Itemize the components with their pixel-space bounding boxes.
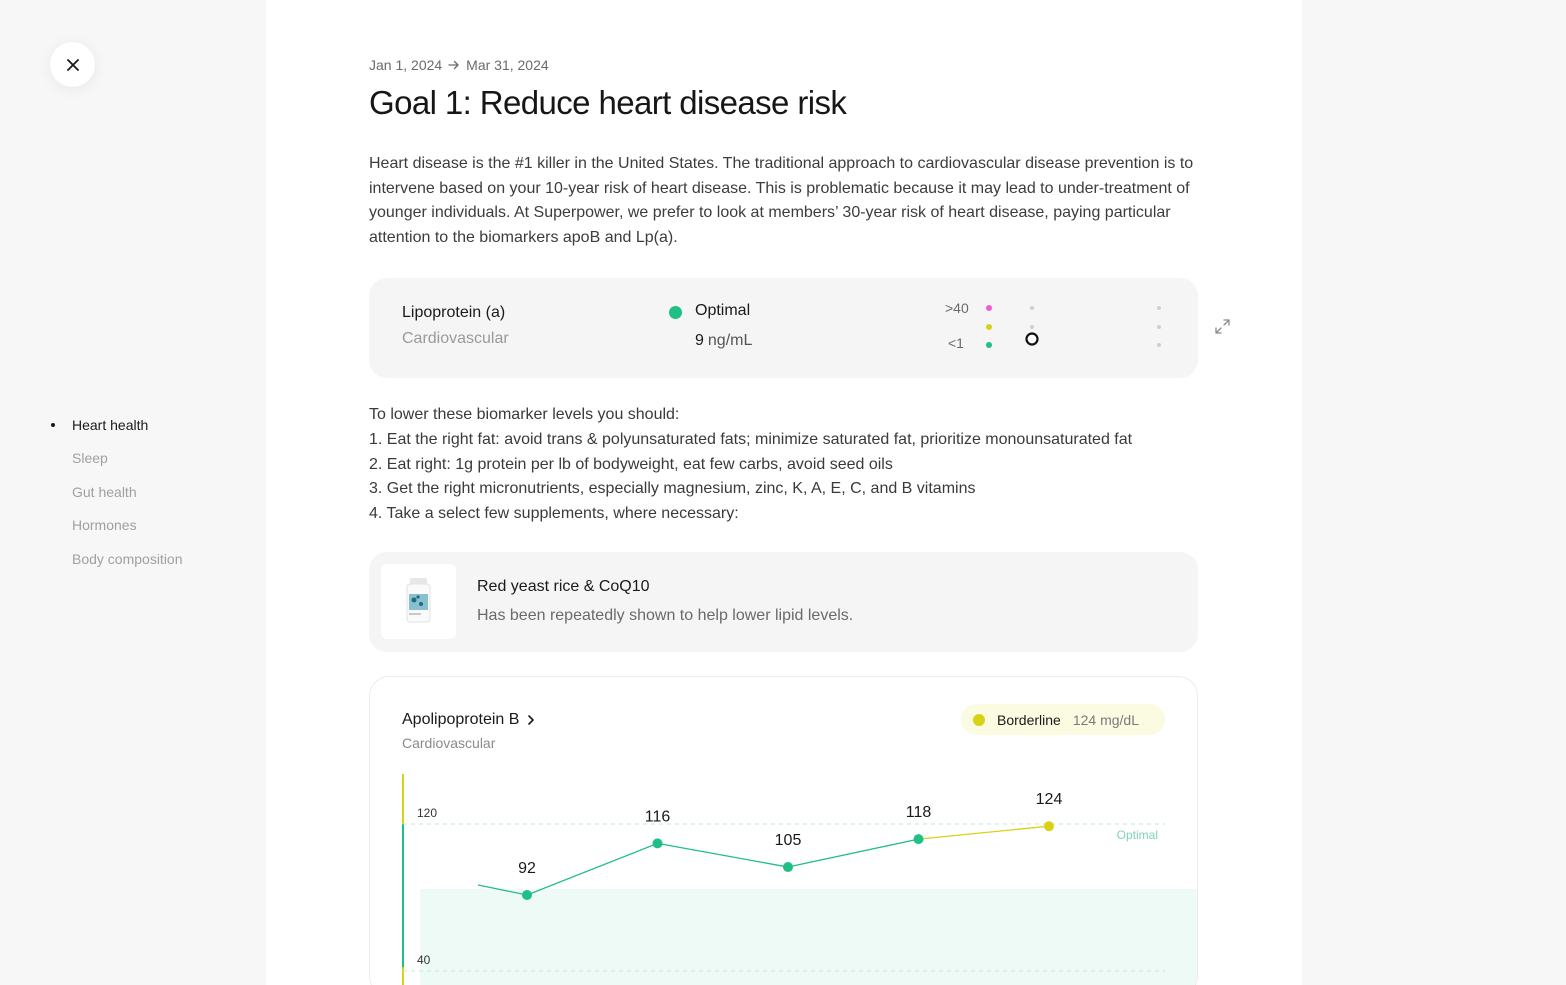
range-mini-chart xyxy=(986,305,1161,348)
series-line-segment xyxy=(787,838,919,868)
supplement-card[interactable]: Red yeast rice & CoQ10 Has been repeated… xyxy=(369,552,1198,652)
biomarker-value: 9 ng/mL xyxy=(695,332,752,350)
biomarker-category: Cardiovascular xyxy=(402,330,509,347)
series-line-segment xyxy=(918,825,1050,840)
range-high-label: >40 xyxy=(945,300,969,316)
nav-item-gut-health[interactable]: Gut health xyxy=(50,475,183,509)
nav-item-hormones[interactable]: Hormones xyxy=(50,509,183,543)
data-point xyxy=(913,834,924,845)
range-low-label: <1 xyxy=(948,335,964,351)
nav-item-heart-health[interactable]: Heart health xyxy=(50,408,183,442)
data-point xyxy=(652,838,663,849)
expand-icon[interactable] xyxy=(1214,318,1231,335)
data-label: 92 xyxy=(518,860,536,877)
date-start: Jan 1, 2024 xyxy=(369,57,443,73)
series-line-segment xyxy=(657,842,789,868)
y-tick-label-lower: 40 xyxy=(417,953,431,967)
goal-panel: Jan 1, 2024 Mar 31, 2024 Goal 1: Reduce … xyxy=(266,0,1302,985)
range-dot-high xyxy=(986,305,992,311)
recommendation-intro: To lower these biomarker levels you shou… xyxy=(369,406,680,423)
status-dot xyxy=(669,306,682,319)
nav-item-sleep[interactable]: Sleep xyxy=(50,442,183,476)
section-nav: Heart health Sleep Gut health Hormones B… xyxy=(50,408,183,576)
date-range: Jan 1, 2024 Mar 31, 2024 xyxy=(369,57,549,73)
supplement-description: Has been repeatedly shown to help lower … xyxy=(477,607,854,624)
active-indicator xyxy=(51,422,55,427)
range-dot-mid xyxy=(986,324,992,330)
date-end: Mar 31, 2024 xyxy=(466,57,549,73)
data-point xyxy=(783,862,793,873)
series-line-segment xyxy=(526,842,658,896)
recommendation-item: 2. Eat right: 1g protein per lb of bodyw… xyxy=(369,455,893,473)
status-badge: Borderline 124 mg/dL xyxy=(961,704,1165,735)
apob-category: Cardiovascular xyxy=(402,735,496,751)
biomarker-chart-card-apob: Apolipoprotein B Cardiovascular Borderli… xyxy=(369,676,1198,985)
recommendation-item: 1. Eat the right fat: avoid trans & poly… xyxy=(369,430,1133,448)
recommendation-item: 4. Take a select few supplements, where … xyxy=(369,505,739,523)
status-dot xyxy=(973,713,985,726)
range-dot-low xyxy=(986,342,992,348)
optimal-zone-label: Optimal xyxy=(1117,828,1158,842)
supplement-bottle-icon xyxy=(406,578,431,623)
data-label: 116 xyxy=(645,808,671,825)
recommendation-list: To lower these biomarker levels you shou… xyxy=(369,403,1209,527)
nav-item-label: Sleep xyxy=(72,450,108,467)
data-label: 105 xyxy=(775,832,802,849)
chevron-right-icon xyxy=(528,715,535,725)
recommendation-item: 3. Get the right micronutrients, especia… xyxy=(369,480,976,498)
nav-item-body-composition[interactable]: Body composition xyxy=(50,542,183,576)
close-button[interactable] xyxy=(50,42,95,87)
data-label: 118 xyxy=(906,804,932,821)
nav-item-label: Gut health xyxy=(72,483,137,500)
biomarker-card-lipoprotein-a[interactable]: Lipoprotein (a) Cardiovascular Optimal 9… xyxy=(369,278,1198,378)
biomarker-name: Lipoprotein (a) xyxy=(402,304,506,321)
status-label: Borderline xyxy=(997,711,1061,728)
nav-item-label: Hormones xyxy=(72,517,137,534)
supplement-image xyxy=(381,564,456,639)
value-number: 9 xyxy=(695,332,704,349)
y-tick-label-upper: 120 xyxy=(417,806,437,820)
status-value: 124 mg/dL xyxy=(1072,711,1139,728)
data-label: 124 xyxy=(1036,791,1063,808)
nav-item-label: Heart health xyxy=(72,416,149,433)
nav-item-label: Body composition xyxy=(72,550,183,567)
data-point xyxy=(1044,821,1054,832)
optimal-zone xyxy=(420,889,1197,985)
apob-title-link[interactable]: Apolipoprotein B xyxy=(402,711,535,729)
current-value-marker xyxy=(1025,332,1039,346)
supplement-name: Red yeast rice & CoQ10 xyxy=(477,578,650,595)
value-unit: ng/mL xyxy=(707,332,753,349)
biomarker-status: Optimal xyxy=(695,302,751,319)
apob-name: Apolipoprotein B xyxy=(402,711,520,728)
close-icon xyxy=(66,58,79,71)
page-title: Goal 1: Reduce heart disease risk xyxy=(369,84,847,121)
goal-description: Heart disease is the #1 killer in the Un… xyxy=(369,155,1194,246)
series-lead-in xyxy=(477,884,528,896)
arrow-right-icon xyxy=(448,60,459,70)
data-point xyxy=(522,890,532,900)
apob-line-chart: 120 40 Optimal 92 116 105 118 124 xyxy=(402,774,1197,985)
